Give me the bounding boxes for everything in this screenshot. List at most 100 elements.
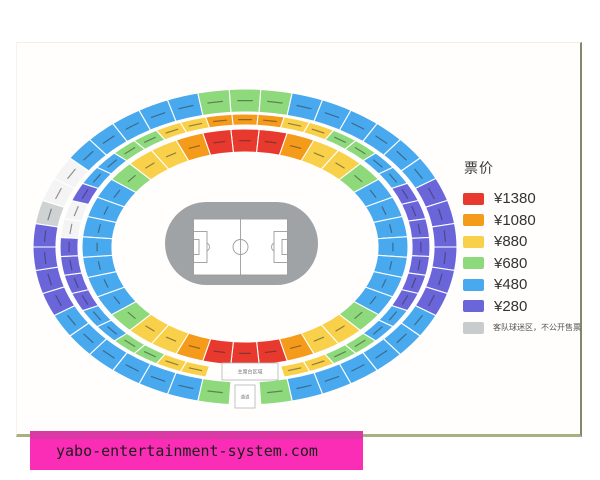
section-label-mark [145, 325, 155, 332]
section-label-mark [287, 122, 302, 127]
section-label-mark [334, 351, 347, 358]
section-label-mark [289, 345, 302, 349]
section-label-mark [73, 206, 79, 217]
section-label-mark [438, 208, 443, 221]
section-label-mark [150, 112, 166, 119]
legend-swatch-green [463, 257, 484, 270]
section-label-mark [373, 159, 383, 168]
section-label-mark [351, 364, 365, 372]
section-label-mark [103, 279, 109, 288]
goal-area-left [193, 239, 200, 255]
section-label-mark [375, 350, 388, 359]
section-label-mark [125, 364, 139, 372]
section-label-mark [145, 162, 155, 169]
legend-swatch-blue [463, 278, 484, 291]
section-label-mark [188, 345, 201, 349]
section-label-mark [213, 119, 227, 123]
price-legend: 票价 ¥1380 ¥1080 ¥880 ¥680 ¥480 ¥280 客队球迷区，不公开售票 [463, 158, 581, 339]
section-label-mark [324, 112, 340, 119]
section-label-mark [417, 259, 421, 271]
legend-item: ¥480 [463, 274, 578, 296]
section-label-mark [396, 333, 407, 344]
section-label-mark [102, 350, 115, 359]
section-label-mark [113, 296, 121, 305]
field-area [165, 202, 318, 285]
legend-item: ¥1380 [463, 188, 578, 210]
section-label-mark [127, 175, 136, 183]
section-label-mark [264, 140, 277, 144]
section-label-mark [411, 206, 417, 217]
section-label-mark [401, 295, 409, 305]
section-label-mark [287, 367, 302, 372]
section-label-mark [69, 259, 73, 271]
section-label-mark [411, 277, 417, 288]
section-label-mark [443, 230, 446, 242]
section-label-mark [165, 360, 179, 366]
legend-item: 客队球迷区，不公开售票 [463, 317, 581, 339]
ring-middle [59, 113, 431, 378]
section-label-mark [296, 104, 312, 110]
section-label-mark [73, 277, 79, 288]
section-label-mark [311, 128, 325, 134]
rostrum-box-label: 主席台区域 [237, 368, 262, 375]
section-label-mark [67, 315, 76, 326]
section-label-mark [107, 159, 117, 168]
section-label-mark [414, 315, 423, 326]
section-label-mark [43, 230, 47, 242]
section-label-mark [369, 189, 377, 198]
section-label-mark [375, 135, 388, 144]
section-label-mark [334, 136, 347, 143]
section-label-mark [165, 152, 177, 158]
section-label-mark [267, 390, 283, 394]
section-label-mark [81, 189, 89, 199]
aisle-box [234, 384, 256, 409]
section-label-mark [188, 145, 201, 149]
legend-label: ¥280 [494, 297, 528, 315]
section-label-mark [354, 147, 366, 155]
section-label-mark [127, 311, 136, 319]
legend-rows: ¥1380 ¥1080 ¥880 ¥680 ¥480 ¥280 客队球迷区，不公开售票 [463, 188, 581, 339]
section-label-mark [55, 187, 62, 200]
section-label-mark [67, 168, 76, 179]
ring-upper [32, 88, 458, 406]
section-label-mark [401, 189, 409, 199]
section-label-mark [311, 360, 325, 366]
ring-lower [81, 128, 409, 366]
section-label-mark [107, 326, 117, 335]
section-label-mark [414, 168, 423, 179]
legend-swatch-red [463, 192, 484, 205]
section-label-mark [335, 162, 345, 169]
legend-label: ¥680 [494, 254, 528, 272]
center-circle [232, 239, 249, 255]
section-label-mark [150, 376, 166, 382]
section-label-mark [213, 140, 226, 144]
section-label-mark [388, 311, 397, 321]
section-label-mark [113, 189, 121, 198]
section-label-mark [213, 350, 226, 354]
section-label-mark [373, 326, 383, 335]
section-label-mark [188, 367, 203, 372]
section-label-mark [69, 223, 73, 235]
legend-swatch-purple [463, 300, 484, 313]
section-label-mark [97, 224, 101, 233]
section-label-mark [313, 336, 325, 342]
watermark-banner: yabo-entertainment-system.com [30, 431, 363, 470]
legend-item: ¥1080 [463, 210, 578, 232]
section-label-mark [354, 339, 366, 347]
section-label-mark [92, 173, 102, 183]
section-label-mark [143, 351, 156, 358]
section-label-mark [324, 376, 340, 382]
section-label-mark [388, 173, 397, 183]
section-label-mark [207, 390, 223, 394]
section-label-mark [417, 223, 421, 235]
legend-item: ¥880 [463, 231, 578, 253]
section-label-mark [381, 206, 387, 215]
section-label-mark [207, 100, 223, 104]
section-label-mark [369, 296, 377, 305]
section-label-mark [443, 252, 446, 264]
legend-label: ¥1080 [494, 211, 536, 229]
legend-label: 客队球迷区，不公开售票 [493, 323, 581, 333]
section-label-mark [43, 252, 47, 264]
